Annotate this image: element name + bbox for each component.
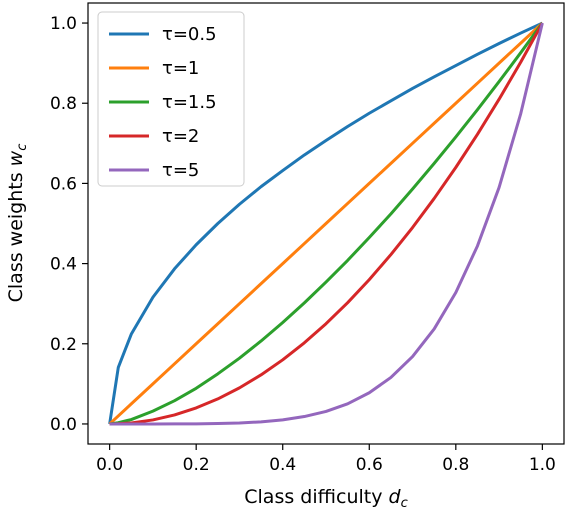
legend-box (97, 11, 245, 187)
series-line-0 (108, 21, 543, 425)
legend-label-3: τ=2 (162, 126, 199, 147)
y-axis-label-base: Class weights (5, 166, 27, 302)
x-tick-label: 0.4 (269, 455, 296, 475)
x-axis-label-var: d (389, 486, 402, 508)
x-axis-label-base: Class difficulty (244, 486, 388, 508)
x-axis-label-sub: c (401, 496, 408, 511)
series-layer (108, 21, 544, 426)
x-axis-label: Class difficulty dc (244, 486, 407, 511)
y-tick-label: 0.4 (50, 255, 77, 275)
y-tick-label: 1.0 (50, 14, 77, 34)
x-tick-label: 0.6 (356, 455, 383, 475)
legend-label-1: τ=1 (162, 58, 199, 79)
x-tick-label: 0.2 (183, 455, 210, 475)
legend: τ=0.5 τ=1 τ=1.5 τ=2 τ=5 (97, 11, 245, 187)
legend-label-0: τ=0.5 (162, 24, 217, 45)
x-tick-label: 0.0 (96, 455, 123, 475)
y-axis-ticks: 0.0 0.2 0.4 0.6 0.8 1.0 (50, 14, 88, 435)
y-tick-label: 0.6 (50, 174, 77, 194)
x-tick-label: 0.8 (442, 455, 469, 475)
y-tick-label: 0.8 (50, 94, 77, 114)
series-line-3 (109, 22, 544, 426)
y-axis-label-var: w (5, 150, 27, 166)
x-tick-label: 1.0 (529, 455, 556, 475)
plot-frame (87, 2, 565, 445)
y-tick-label: 0.0 (50, 415, 77, 435)
series-line-1 (108, 21, 544, 426)
y-tick-label: 0.2 (50, 335, 77, 355)
y-axis-label-sub: c (15, 144, 30, 151)
y-axis-label: Class weights wc (5, 144, 30, 303)
legend-label-2: τ=1.5 (162, 92, 217, 113)
legend-label-4: τ=5 (162, 160, 199, 181)
x-axis-ticks: 0.0 0.2 0.4 0.6 0.8 1.0 (96, 444, 556, 475)
series-line-2 (109, 22, 544, 426)
series-line-4 (109, 22, 544, 426)
